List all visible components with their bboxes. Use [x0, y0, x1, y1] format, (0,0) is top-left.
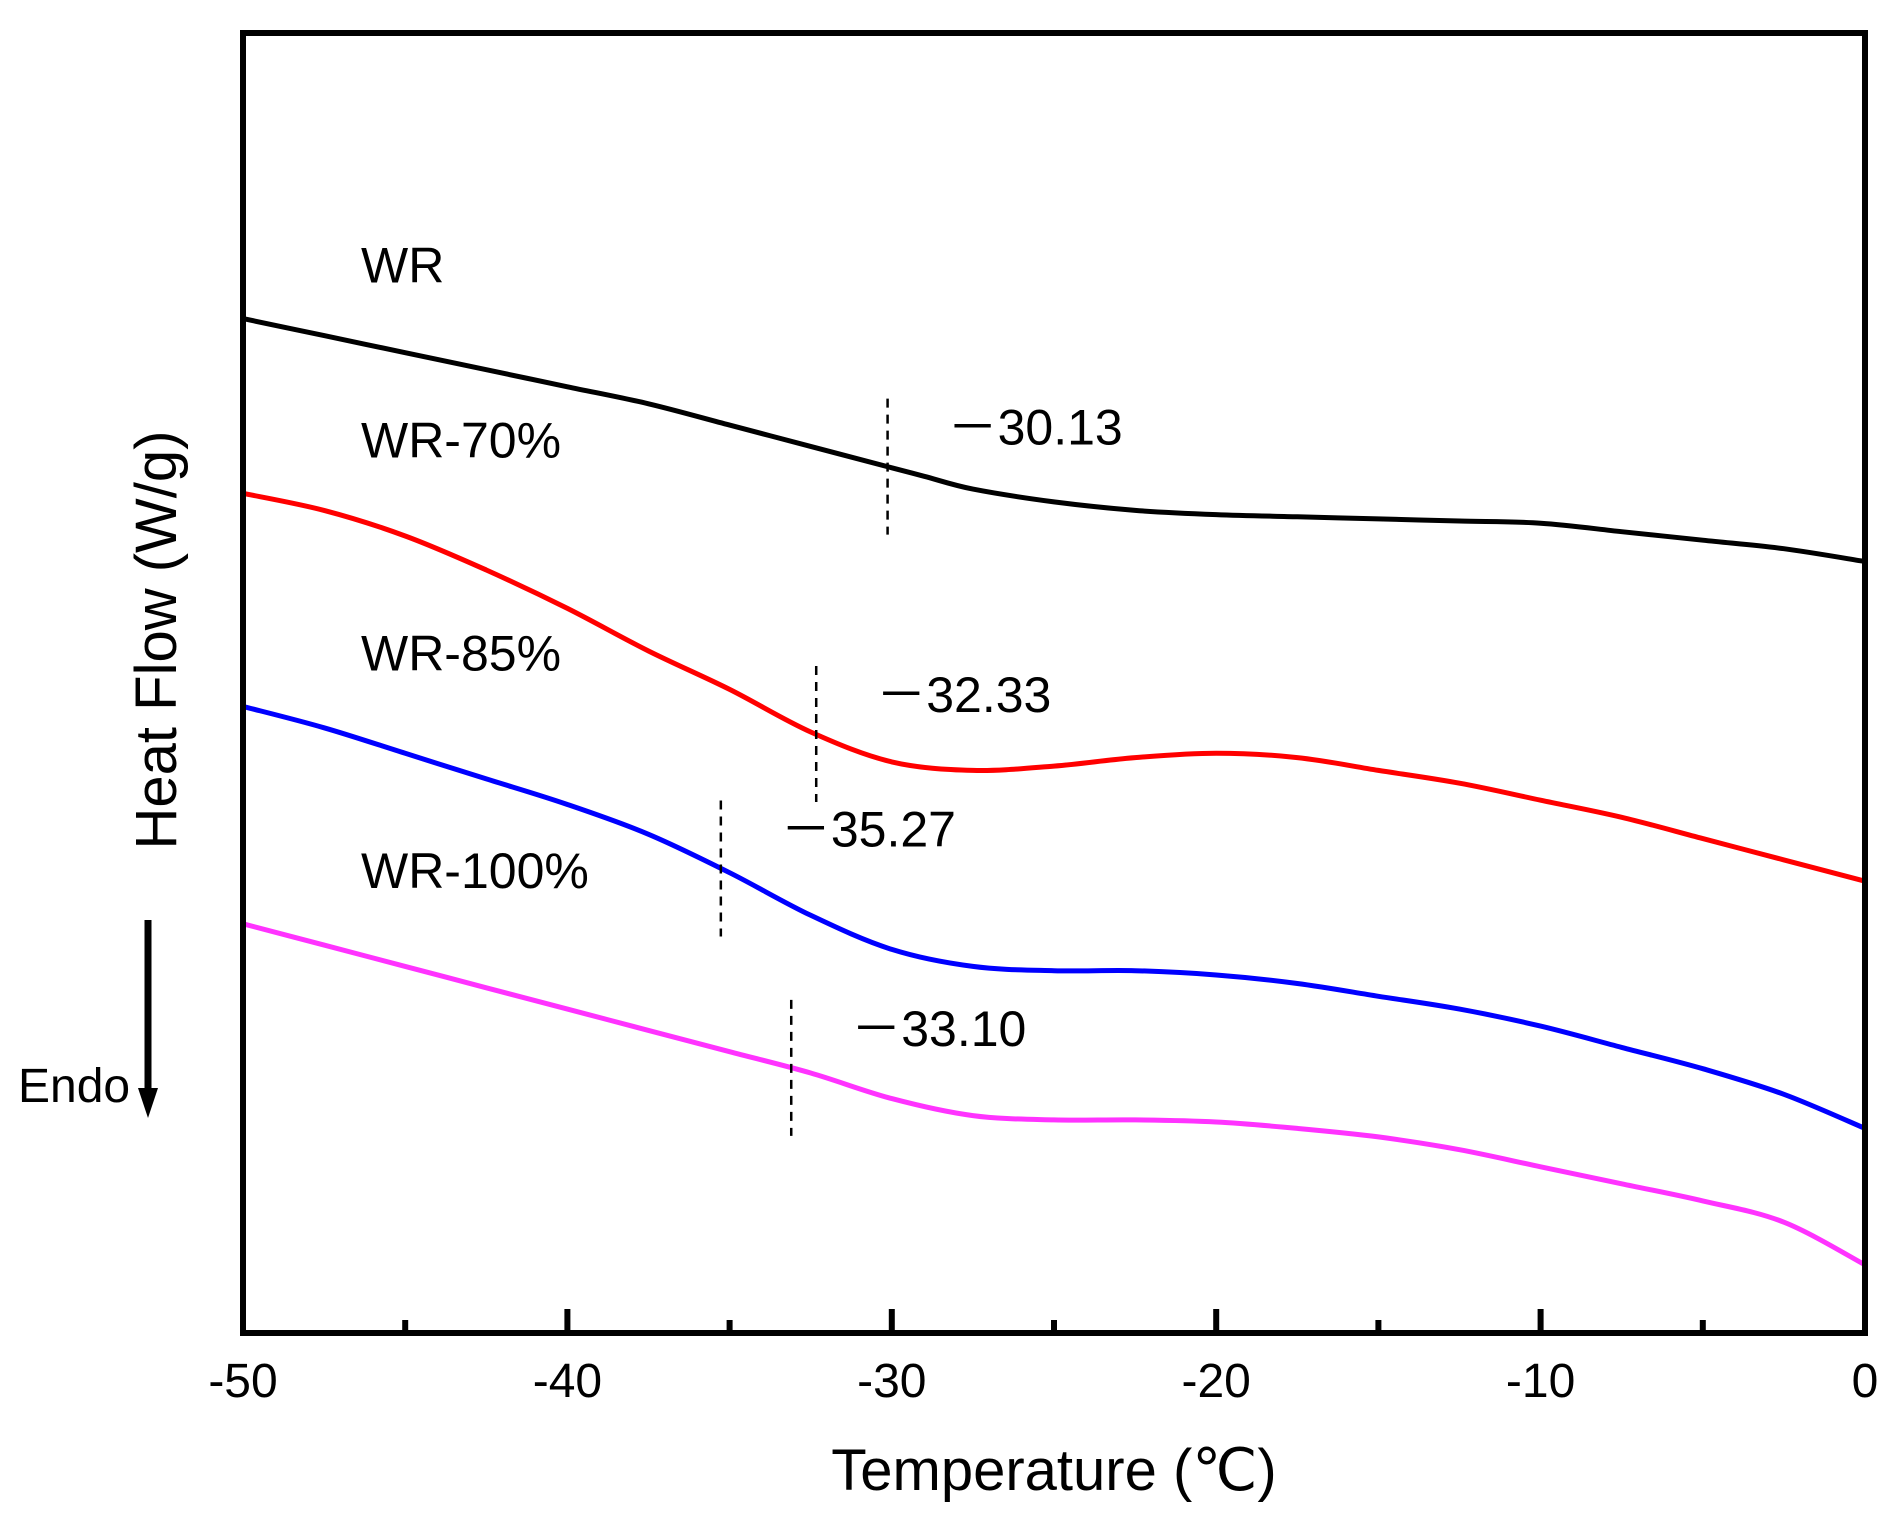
series-label-wr-70pct: WR-70% — [361, 412, 561, 468]
endo-arrow — [138, 920, 158, 1118]
series-label-wr-85pct: WR-85% — [361, 625, 561, 681]
series-line-wr-70pct — [240, 490, 1868, 884]
x-tick-label: -30 — [857, 1355, 926, 1408]
plot-lines — [240, 316, 1868, 1268]
x-tick-label: -50 — [208, 1355, 277, 1408]
tg-labels: －30.13 －32.33 －35.27 －33.10 — [781, 400, 1123, 1057]
series-line-wr — [240, 316, 1868, 564]
x-tick-label: -20 — [1182, 1355, 1251, 1408]
tg-label-wr: －30.13 — [948, 400, 1123, 456]
x-tick-label: -40 — [533, 1355, 602, 1408]
y-axis-title: Heat Flow (W/g) — [124, 431, 189, 850]
down-arrow-icon — [138, 1088, 158, 1118]
tg-label-wr-100pct: －33.10 — [851, 1001, 1026, 1057]
x-axis-ticks — [240, 1309, 1868, 1333]
series-labels: WR WR-70% WR-85% WR-100% — [361, 238, 589, 899]
series-label-wr-100pct: WR-100% — [361, 843, 589, 899]
series-line-wr-85pct — [240, 703, 1868, 1131]
x-axis-title: Temperature (℃) — [831, 1438, 1276, 1503]
x-tick-label: 0 — [1852, 1355, 1879, 1408]
tg-label-wr-70pct: －32.33 — [876, 667, 1051, 723]
tg-label-wr-85pct: －35.27 — [781, 802, 956, 858]
x-axis-tick-labels: -50 -40 -30 -20 -10 0 — [208, 1355, 1878, 1408]
x-tick-label: -10 — [1506, 1355, 1575, 1408]
tg-markers — [719, 398, 889, 1136]
endo-label: Endo — [18, 1060, 130, 1113]
series-label-wr: WR — [361, 238, 444, 294]
series-line-wr-100pct — [240, 921, 1868, 1268]
